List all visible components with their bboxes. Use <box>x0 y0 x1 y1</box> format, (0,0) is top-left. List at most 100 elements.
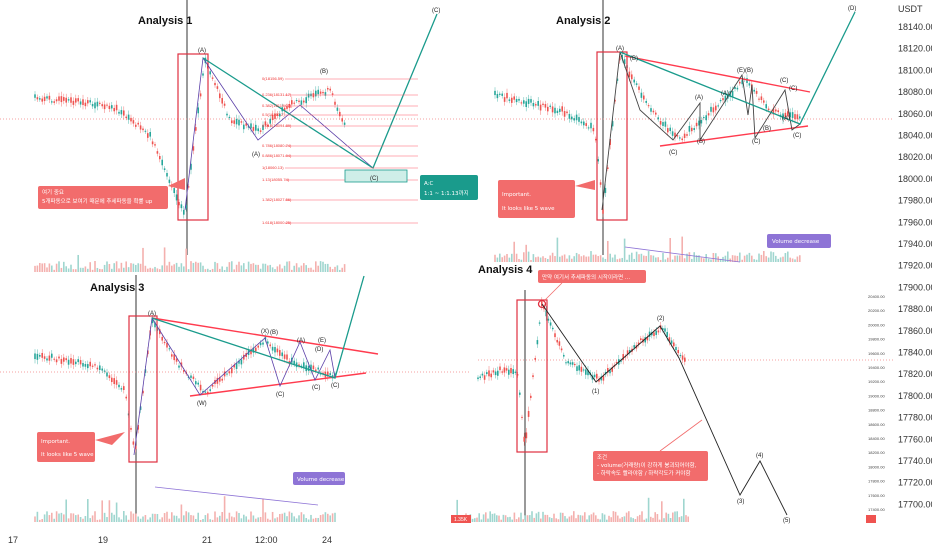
mini-y-tick-label: 17800.00 <box>868 479 885 484</box>
volume-bar <box>659 259 662 262</box>
candles-layer <box>34 51 801 453</box>
volume-bar <box>77 254 79 272</box>
volume-bar <box>84 266 87 272</box>
candle <box>185 205 187 209</box>
note-box-3 <box>37 432 95 462</box>
candle <box>545 310 547 317</box>
volume-bar <box>547 258 549 262</box>
candle <box>79 101 82 105</box>
volume-bar <box>197 262 199 272</box>
volume-bar <box>758 253 760 262</box>
volume-bar <box>515 519 518 522</box>
volume-bar <box>161 517 163 522</box>
candle <box>123 110 125 116</box>
volume-bar <box>113 263 115 272</box>
volume-bar <box>216 517 219 522</box>
volume-bar <box>293 265 295 272</box>
volume-bar <box>562 512 564 522</box>
volume-bar <box>171 512 173 522</box>
volume-bar <box>123 511 125 522</box>
volume-bar <box>537 511 540 522</box>
candle <box>520 102 523 104</box>
volume-bar <box>135 264 137 272</box>
wave-path-3 <box>133 316 336 456</box>
candle <box>238 119 240 126</box>
volume-bar <box>178 518 180 522</box>
candle <box>653 332 655 337</box>
volume-bar <box>571 258 573 262</box>
volume-bar <box>147 519 149 522</box>
volume-bar <box>46 511 48 522</box>
volume-bar <box>202 265 204 272</box>
candle <box>125 116 127 119</box>
candle <box>554 333 556 338</box>
volume-bar <box>652 255 655 262</box>
candle <box>159 156 161 160</box>
candle <box>283 354 286 359</box>
volume-bar <box>300 512 303 522</box>
volume-bar <box>341 267 343 272</box>
candle <box>580 366 583 372</box>
fib-levels-1: 0(18156.59) 0.236(18131.17) 0.382(18119.07… <box>262 76 418 225</box>
volume-bar <box>503 255 506 262</box>
candle <box>43 96 46 102</box>
candle <box>163 341 166 344</box>
candle <box>638 86 640 90</box>
volume-bar <box>513 512 516 522</box>
candle <box>684 357 686 362</box>
volume-bar <box>655 257 657 262</box>
wave-label-4-3: (3) <box>737 499 744 505</box>
volume-bar <box>559 512 562 522</box>
fib-label: 0.886(18071.94) <box>262 153 292 158</box>
volume-bar <box>633 258 635 262</box>
volume-bar <box>267 518 269 522</box>
wave-label-3-8: (D) <box>315 347 323 353</box>
volume-bar <box>496 257 499 262</box>
volume-bar <box>295 518 298 522</box>
volume-bar <box>163 513 166 522</box>
volume-bar <box>504 515 507 522</box>
candle <box>525 101 527 107</box>
triangle-upper-3 <box>151 317 379 355</box>
volume-bar <box>643 255 645 262</box>
volume-bar <box>223 269 226 272</box>
volume-bar <box>555 518 557 522</box>
highlight-box-2 <box>596 51 628 221</box>
volume-bar <box>168 518 171 522</box>
candle <box>560 348 563 351</box>
volume-bar <box>48 263 51 272</box>
candle <box>216 377 219 384</box>
candle <box>120 388 123 390</box>
abc-path-1 <box>202 13 438 169</box>
mini-y-tick-label: 18400.00 <box>868 436 885 441</box>
candle <box>202 390 204 393</box>
candle <box>226 113 228 116</box>
volume-bar <box>625 512 628 522</box>
volume-bar <box>168 261 171 272</box>
volume-bar <box>127 267 130 272</box>
volume-bar <box>67 518 70 522</box>
candle <box>300 365 303 367</box>
fib-label: 1.13(18055.74) <box>262 177 290 182</box>
candle <box>53 101 55 103</box>
volume-bar <box>79 267 82 272</box>
candle <box>259 342 262 346</box>
volume-bar <box>252 263 255 272</box>
volume-bar <box>48 515 51 522</box>
conditions-line-1: 조건 <box>597 454 607 461</box>
y-tick-label: 17820.00 <box>898 369 932 379</box>
candle <box>488 370 490 377</box>
y-tick-label: 18000.00 <box>898 174 932 184</box>
candle <box>596 373 598 379</box>
wave-label-3-4: (B) <box>270 330 278 336</box>
candle <box>60 358 63 364</box>
candle <box>216 86 219 89</box>
candle <box>94 102 96 109</box>
volume-bar <box>120 262 123 272</box>
candle <box>180 204 183 209</box>
volume-bar <box>60 267 63 272</box>
volume-bar <box>247 261 250 272</box>
volume-bar <box>669 238 671 262</box>
candle <box>115 380 118 385</box>
volume-bar <box>327 513 329 522</box>
